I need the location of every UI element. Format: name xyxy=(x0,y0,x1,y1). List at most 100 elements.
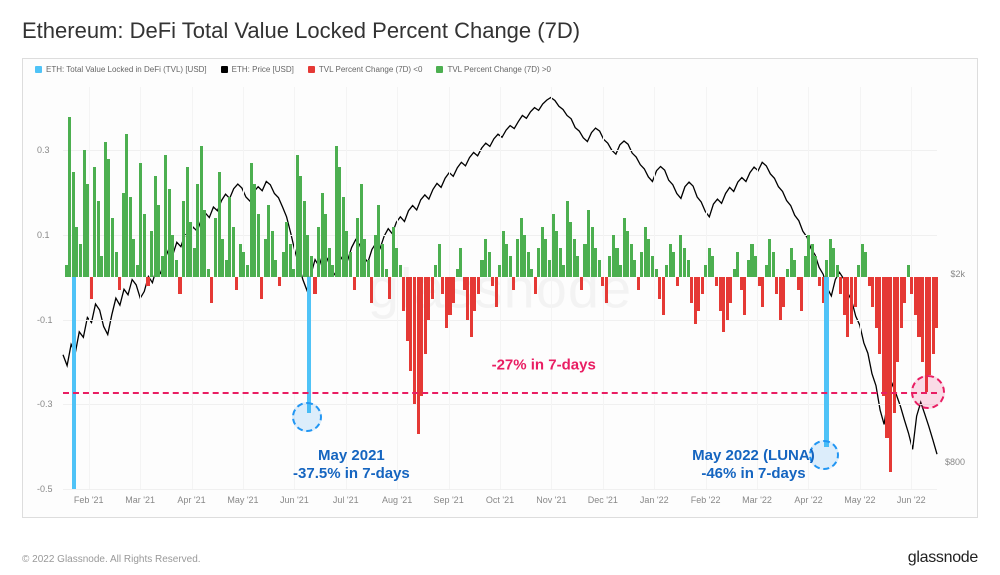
bar-positive xyxy=(385,269,388,277)
bar-positive xyxy=(772,252,775,277)
tvl-blue-spike xyxy=(824,277,828,446)
x-tick: May '21 xyxy=(227,495,258,505)
legend-item: ETH: Price [USD] xyxy=(221,65,294,74)
bar-negative xyxy=(662,277,665,315)
y-right-tick: $800 xyxy=(945,457,965,467)
vgrid xyxy=(243,87,244,489)
bar-negative xyxy=(431,277,434,298)
chart-title: Ethereum: DeFi Total Value Locked Percen… xyxy=(22,18,978,44)
bar-positive xyxy=(367,260,370,277)
bar-negative xyxy=(605,277,608,302)
bar-negative xyxy=(370,277,373,302)
x-tick: Aug '21 xyxy=(382,495,412,505)
bar-negative xyxy=(701,277,704,294)
x-tick: Mar '22 xyxy=(742,495,772,505)
x-tick: Jan '22 xyxy=(640,495,669,505)
bar-negative xyxy=(676,277,679,285)
bar-positive xyxy=(438,244,441,278)
x-tick: Dec '21 xyxy=(588,495,618,505)
x-tick: Oct '21 xyxy=(486,495,514,505)
bar-negative xyxy=(452,277,455,302)
bar-positive xyxy=(672,252,675,277)
plot-area: -0.5-0.3-0.10.10.3$800$2kFeb '21Mar '21A… xyxy=(63,87,937,489)
annotation-circle xyxy=(292,402,322,432)
vgrid xyxy=(192,87,193,489)
bar-negative xyxy=(495,277,498,307)
bar-negative xyxy=(854,277,857,307)
bar-negative xyxy=(729,277,732,302)
legend-item: TVL Percent Change (7D) >0 xyxy=(436,65,551,74)
bar-positive xyxy=(203,210,206,278)
x-tick: Sep '21 xyxy=(433,495,463,505)
legend: ETH: Total Value Locked in DeFi (TVL) [U… xyxy=(35,65,551,74)
page-root: Ethereum: DeFi Total Value Locked Percen… xyxy=(0,0,1000,575)
bar-negative xyxy=(534,277,537,294)
vgrid xyxy=(294,87,295,489)
vgrid xyxy=(808,87,809,489)
bar-positive xyxy=(207,269,210,277)
bar-positive xyxy=(655,269,658,277)
legend-label: TVL Percent Change (7D) >0 xyxy=(447,65,551,74)
bar-positive xyxy=(633,260,636,277)
x-tick: Nov '21 xyxy=(536,495,566,505)
bar-negative xyxy=(90,277,93,298)
chart-frame: ETH: Total Value Locked in DeFi (TVL) [U… xyxy=(22,58,978,518)
vgrid xyxy=(500,87,501,489)
bar-negative xyxy=(146,277,149,285)
legend-item: TVL Percent Change (7D) <0 xyxy=(308,65,423,74)
bar-positive xyxy=(143,214,146,277)
bar-negative xyxy=(235,277,238,290)
bar-positive xyxy=(257,214,260,277)
y-left-tick: 0.3 xyxy=(37,145,50,155)
legend-swatch xyxy=(436,66,443,73)
annotation-circle xyxy=(911,375,945,409)
bar-negative xyxy=(935,277,938,328)
brand-logo: glassnode xyxy=(908,549,978,567)
bar-positive xyxy=(864,252,867,277)
vgrid xyxy=(654,87,655,489)
bar-negative xyxy=(782,277,785,307)
bar-positive xyxy=(754,256,757,277)
x-tick: Feb '22 xyxy=(691,495,721,505)
bar-negative xyxy=(637,277,640,290)
vgrid xyxy=(603,87,604,489)
threshold-label: -27% in 7-days xyxy=(492,356,596,375)
bar-positive xyxy=(711,256,714,277)
tvl-blue-spike xyxy=(72,277,76,489)
legend-label: ETH: Total Value Locked in DeFi (TVL) [U… xyxy=(46,65,207,74)
bar-negative xyxy=(210,277,213,302)
bar-negative xyxy=(580,277,583,290)
x-tick: May '22 xyxy=(844,495,875,505)
vgrid xyxy=(140,87,141,489)
bar-positive xyxy=(115,252,118,277)
y-right-tick: $2k xyxy=(950,269,965,279)
bar-positive xyxy=(687,260,690,277)
legend-swatch xyxy=(308,66,315,73)
bar-negative xyxy=(260,277,263,298)
x-tick: Jun '22 xyxy=(897,495,926,505)
x-tick: Apr '21 xyxy=(177,495,205,505)
vgrid xyxy=(757,87,758,489)
bar-positive xyxy=(530,269,533,277)
bar-positive xyxy=(598,260,601,277)
x-tick: Apr '22 xyxy=(794,495,822,505)
bar-positive xyxy=(576,256,579,277)
bar-positive xyxy=(793,260,796,277)
bar-negative xyxy=(761,277,764,307)
threshold-line xyxy=(63,392,937,394)
annotation-text: May 2021-37.5% in 7-days xyxy=(293,447,410,485)
x-tick: Jun '21 xyxy=(280,495,309,505)
bar-negative xyxy=(313,277,316,294)
bar-positive xyxy=(232,227,235,278)
vgrid xyxy=(706,87,707,489)
y-left-tick: -0.3 xyxy=(37,399,53,409)
legend-label: ETH: Price [USD] xyxy=(232,65,294,74)
bar-positive xyxy=(459,248,462,278)
legend-label: TVL Percent Change (7D) <0 xyxy=(319,65,423,74)
bar-negative xyxy=(477,277,480,294)
x-tick: Jul '21 xyxy=(333,495,359,505)
bar-positive xyxy=(907,265,910,278)
bar-positive xyxy=(488,252,491,277)
vgrid xyxy=(346,87,347,489)
bar-positive xyxy=(310,256,313,277)
